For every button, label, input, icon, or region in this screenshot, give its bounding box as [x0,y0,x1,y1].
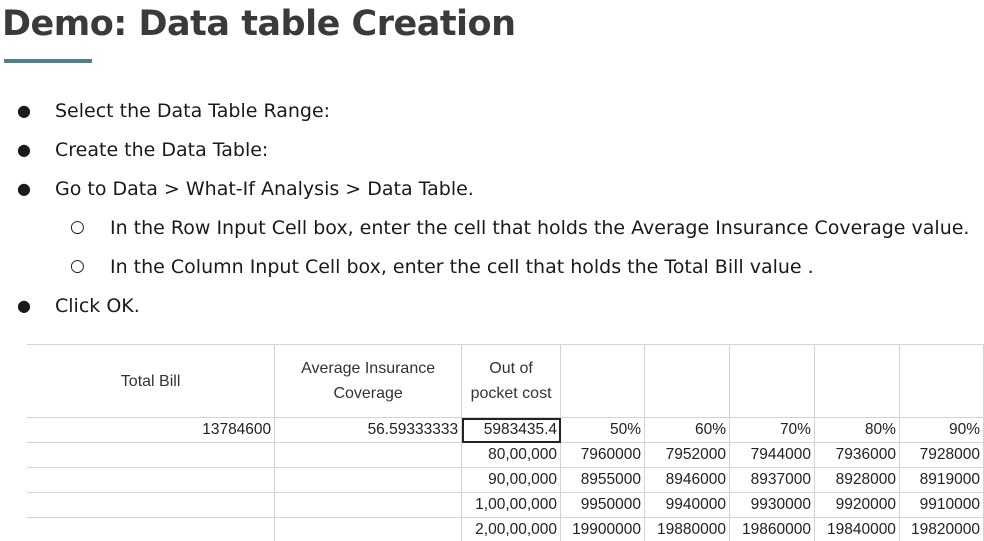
empty-cell[interactable] [814,344,900,418]
cell-total-bill[interactable]: 13784600 [27,417,276,443]
sub-bullet-text: In the Row Input Cell box, enter the cel… [110,217,970,239]
sub-bullet-item: ○ In the Column Input Cell box, enter th… [70,256,814,278]
cell-value[interactable]: 9930000 [729,492,815,518]
sub-bullet-item: ○ In the Row Input Cell box, enter the c… [70,217,970,239]
cell-row-label[interactable]: 80,00,000 [461,442,562,468]
cell-value[interactable]: 19840000 [814,517,900,541]
cell-pct[interactable]: 50% [560,417,646,443]
header-avg-line2: Coverage [333,385,403,402]
header-row: Total Bill Average Insurance Coverage Ou… [27,344,984,418]
bullet-text: Click OK. [55,295,140,317]
cell-value[interactable]: 8919000 [899,467,984,493]
cell-value[interactable]: 8946000 [644,467,730,493]
empty-cell[interactable] [729,344,815,418]
header-oop-line1: Out of [489,360,533,377]
cell-value[interactable]: 7928000 [899,442,984,468]
empty-cell[interactable] [27,467,276,493]
table-row: 90,00,000 8955000 8946000 8937000 892800… [27,467,984,493]
cell-pct[interactable]: 80% [814,417,900,443]
header-oop-line2: pocket cost [470,385,552,402]
bullet-item: ● Go to Data > What-If Analysis > Data T… [17,178,474,200]
empty-cell[interactable] [274,442,463,468]
cell-out-of-pocket-selected[interactable]: 5983435.4 [461,417,562,443]
bullet-marker: ● [17,101,31,120]
bullet-item: ● Click OK. [17,295,140,317]
sub-bullet-marker: ○ [70,256,85,276]
cell-pct[interactable]: 60% [644,417,730,443]
sub-bullet-marker: ○ [70,217,85,237]
bullet-item: ● Create the Data Table: [17,139,269,161]
data-table-grid: Total Bill Average Insurance Coverage Ou… [27,344,984,541]
table-row: 1,00,00,000 9950000 9940000 9930000 9920… [27,492,984,518]
cell-value[interactable]: 19860000 [729,517,815,541]
cell-value[interactable]: 8955000 [560,467,646,493]
cell-value[interactable]: 7960000 [560,442,646,468]
bullet-marker: ● [17,296,31,315]
header-total-bill[interactable]: Total Bill [27,344,276,418]
empty-cell[interactable] [27,442,276,468]
bullet-text: Create the Data Table: [55,139,269,161]
input-row: 13784600 56.59333333 5983435.4 50% 60% 7… [27,417,984,443]
spreadsheet-data-table: Total Bill Average Insurance Coverage Ou… [27,344,984,541]
cell-value[interactable]: 7936000 [814,442,900,468]
cell-pct[interactable]: 90% [899,417,984,443]
cell-value[interactable]: 9940000 [644,492,730,518]
table-row: 80,00,000 7960000 7952000 7944000 793600… [27,442,984,468]
cell-value[interactable]: 9920000 [814,492,900,518]
cell-value[interactable]: 9950000 [560,492,646,518]
empty-cell[interactable] [560,344,646,418]
cell-value[interactable]: 19900000 [560,517,646,541]
cell-value[interactable]: 19820000 [899,517,984,541]
cell-row-label[interactable]: 2,00,00,000 [461,517,562,541]
bullet-marker: ● [17,179,31,198]
cell-value[interactable]: 7944000 [729,442,815,468]
empty-cell[interactable] [899,344,984,418]
cell-value[interactable]: 8937000 [729,467,815,493]
title-underline [4,59,92,63]
cell-average-coverage[interactable]: 56.59333333 [274,417,463,443]
cell-value[interactable]: 9910000 [899,492,984,518]
cell-row-label[interactable]: 90,00,000 [461,467,562,493]
empty-cell[interactable] [644,344,730,418]
header-out-of-pocket-cost[interactable]: Out of pocket cost [461,344,562,418]
bullet-marker: ● [17,140,31,159]
table-row: 2,00,00,000 19900000 19880000 19860000 1… [27,517,984,541]
sub-bullet-text: In the Column Input Cell box, enter the … [110,256,814,278]
empty-cell[interactable] [27,492,276,518]
empty-cell[interactable] [274,517,463,541]
header-average-insurance-coverage[interactable]: Average Insurance Coverage [274,344,463,418]
cell-value[interactable]: 19880000 [644,517,730,541]
empty-cell[interactable] [274,467,463,493]
header-total-bill-label: Total Bill [120,372,181,390]
header-avg-line1: Average Insurance [301,360,436,377]
cell-row-label[interactable]: 1,00,00,000 [461,492,562,518]
bullet-text: Select the Data Table Range: [55,100,331,122]
cell-value[interactable]: 7952000 [644,442,730,468]
empty-cell[interactable] [27,517,276,541]
slide-title: Demo: Data table Creation [2,4,516,44]
bullet-text: Go to Data > What-If Analysis > Data Tab… [55,178,474,200]
cell-value[interactable]: 8928000 [814,467,900,493]
cell-pct[interactable]: 70% [729,417,815,443]
empty-cell[interactable] [274,492,463,518]
bullet-item: ● Select the Data Table Range: [17,100,331,122]
